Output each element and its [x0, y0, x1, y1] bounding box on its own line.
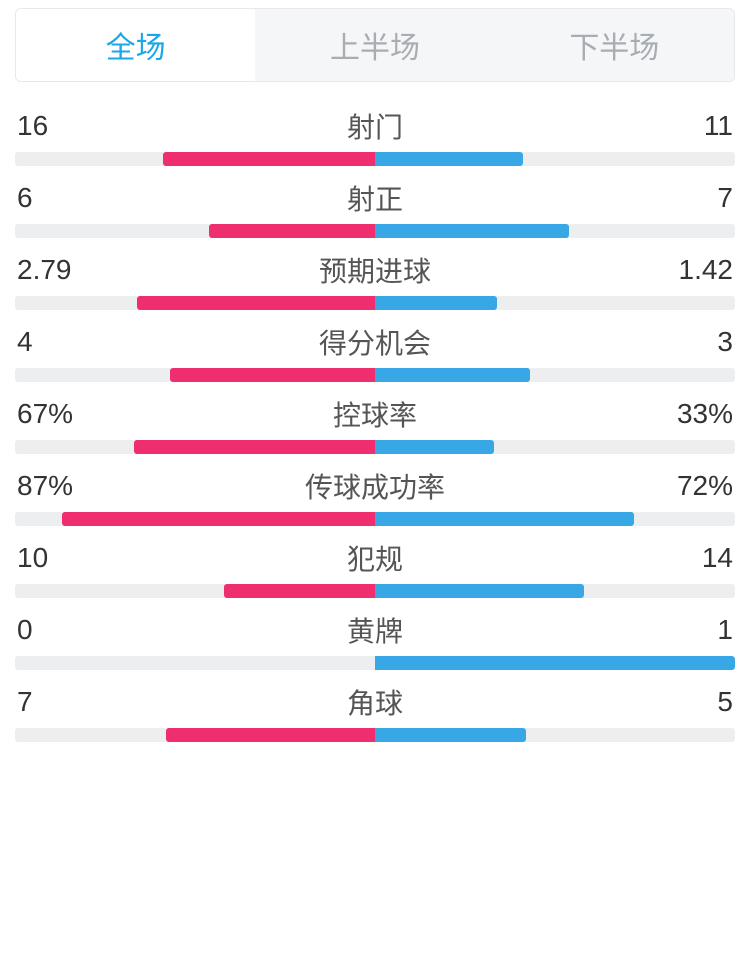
stat-bar-right-half — [375, 584, 735, 598]
stat-label: 射门 — [137, 106, 613, 146]
stat-row: 4得分机会3 — [15, 322, 735, 382]
stat-bar-left-half — [15, 296, 375, 310]
stat-header: 6射正7 — [15, 178, 735, 224]
stat-bar-track — [15, 584, 735, 598]
tab-label: 上半场 — [330, 32, 420, 65]
stat-bar-left-half — [15, 512, 375, 526]
stat-bar-left-half — [15, 584, 375, 598]
tab-label: 全场 — [106, 32, 166, 65]
stat-bar-right-half — [375, 656, 735, 670]
tab-period-0[interactable]: 全场 — [16, 9, 255, 81]
stat-header: 10犯规14 — [15, 538, 735, 584]
stat-bar-right-half — [375, 440, 735, 454]
stat-label: 得分机会 — [137, 322, 613, 362]
stat-row: 2.79预期进球1.42 — [15, 250, 735, 310]
stat-value-right: 11 — [613, 110, 733, 142]
stat-header: 4得分机会3 — [15, 322, 735, 368]
stat-value-right: 5 — [613, 686, 733, 718]
stat-value-right: 3 — [613, 326, 733, 358]
stat-value-right: 1.42 — [613, 254, 733, 286]
stat-value-left: 10 — [17, 542, 137, 574]
stat-label: 控球率 — [137, 394, 613, 434]
tab-period-2[interactable]: 下半场 — [495, 9, 734, 81]
stat-bar-left-half — [15, 440, 375, 454]
stat-value-right: 7 — [613, 182, 733, 214]
stat-bar-right-half — [375, 512, 735, 526]
stat-bar-left-fill — [62, 512, 375, 526]
stat-row: 16射门11 — [15, 106, 735, 166]
stat-bar-track — [15, 296, 735, 310]
stat-value-left: 0 — [17, 614, 137, 646]
stat-bar-track — [15, 368, 735, 382]
stat-row: 0黄牌1 — [15, 610, 735, 670]
stat-bar-right-fill — [375, 512, 634, 526]
stat-header: 7角球5 — [15, 682, 735, 728]
stat-bar-left-fill — [134, 440, 375, 454]
stat-bar-left-fill — [209, 224, 375, 238]
stat-value-right: 1 — [613, 614, 733, 646]
stat-bar-left-half — [15, 152, 375, 166]
tab-label: 下半场 — [569, 32, 659, 65]
stat-bar-right-fill — [375, 152, 523, 166]
stat-bar-right-fill — [375, 368, 530, 382]
stat-bar-right-fill — [375, 440, 494, 454]
stat-value-right: 72% — [613, 470, 733, 502]
stat-bar-right-half — [375, 224, 735, 238]
stat-label: 黄牌 — [137, 610, 613, 650]
stat-value-left: 4 — [17, 326, 137, 358]
stat-bar-right-fill — [375, 224, 569, 238]
stat-header: 67%控球率33% — [15, 394, 735, 440]
stat-bar-right-half — [375, 296, 735, 310]
stat-bar-right-fill — [375, 584, 584, 598]
tab-period-1[interactable]: 上半场 — [255, 9, 494, 81]
stat-bar-left-half — [15, 368, 375, 382]
stat-bar-right-half — [375, 368, 735, 382]
stat-label: 传球成功率 — [137, 466, 613, 506]
stats-list: 16射门116射正72.79预期进球1.424得分机会367%控球率33%87%… — [0, 106, 750, 742]
stat-bar-left-half — [15, 656, 375, 670]
stat-bar-left-fill — [170, 368, 375, 382]
stat-bar-track — [15, 512, 735, 526]
stat-row: 7角球5 — [15, 682, 735, 742]
stat-bar-left-fill — [224, 584, 375, 598]
stat-value-right: 33% — [613, 398, 733, 430]
stat-value-left: 2.79 — [17, 254, 137, 286]
stat-header: 0黄牌1 — [15, 610, 735, 656]
stat-bar-right-half — [375, 728, 735, 742]
stat-bar-right-fill — [375, 296, 497, 310]
stat-label: 角球 — [137, 682, 613, 722]
stat-value-left: 6 — [17, 182, 137, 214]
stat-row: 6射正7 — [15, 178, 735, 238]
stat-bar-left-fill — [166, 728, 375, 742]
match-stats-panel: 全场上半场下半场 16射门116射正72.79预期进球1.424得分机会367%… — [0, 8, 750, 742]
stat-label: 射正 — [137, 178, 613, 218]
stat-row: 87%传球成功率72% — [15, 466, 735, 526]
stat-bar-right-half — [375, 152, 735, 166]
stat-bar-track — [15, 152, 735, 166]
stat-value-left: 87% — [17, 470, 137, 502]
stat-bar-track — [15, 728, 735, 742]
stat-bar-track — [15, 656, 735, 670]
stat-row: 10犯规14 — [15, 538, 735, 598]
stat-header: 16射门11 — [15, 106, 735, 152]
stat-bar-left-fill — [137, 296, 375, 310]
stat-row: 67%控球率33% — [15, 394, 735, 454]
period-tabs: 全场 上半场 下半场 — [15, 8, 735, 82]
stat-value-left: 7 — [17, 686, 137, 718]
stat-bar-right-fill — [375, 728, 526, 742]
stat-value-right: 14 — [613, 542, 733, 574]
stat-bar-track — [15, 224, 735, 238]
stat-header: 2.79预期进球1.42 — [15, 250, 735, 296]
stat-bar-left-half — [15, 728, 375, 742]
stat-value-left: 67% — [17, 398, 137, 430]
stat-bar-left-half — [15, 224, 375, 238]
stat-bar-track — [15, 440, 735, 454]
stat-bar-right-fill — [375, 656, 735, 670]
stat-value-left: 16 — [17, 110, 137, 142]
stat-label: 犯规 — [137, 538, 613, 578]
stat-bar-left-fill — [163, 152, 375, 166]
stat-label: 预期进球 — [137, 250, 613, 290]
stat-header: 87%传球成功率72% — [15, 466, 735, 512]
